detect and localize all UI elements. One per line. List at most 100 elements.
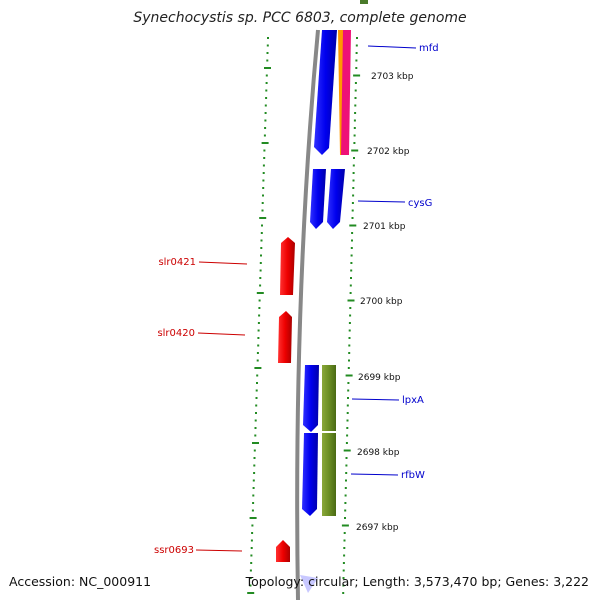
right-scale-tick [343, 547, 346, 549]
right-scale-tick [341, 524, 349, 527]
right-scale-tick [351, 202, 354, 204]
right-scale-tick [348, 352, 351, 354]
right-scale-tick [354, 97, 357, 99]
left-scale-tick [256, 352, 259, 354]
kbp-label-2697: 2697 kbp [356, 523, 399, 533]
left-scale-tick [264, 119, 267, 122]
right-scale-tick [343, 539, 346, 542]
right-scale-tick [355, 44, 358, 47]
right-scale-tick [349, 314, 352, 317]
gene-label-lpxa: lpxA [402, 395, 424, 406]
gene-rfbw [302, 433, 318, 516]
left-scale-tick [257, 344, 260, 347]
right-scale-tick [353, 142, 356, 144]
left-scale-tick [259, 277, 262, 279]
kbp-label-2703: 2703 kbp [371, 72, 414, 82]
right-scale-tick [349, 224, 357, 227]
left-scale-tick [249, 584, 252, 587]
left-scale-tick [265, 74, 268, 77]
leader-slr0421 [198, 261, 248, 265]
right-scale-tick [350, 277, 352, 279]
gene-ssr0693 [276, 540, 290, 562]
right-scale-tick [345, 479, 347, 482]
leader-lpxa [351, 398, 400, 401]
left-scale-tick [259, 262, 262, 264]
left-scale-tick [264, 67, 271, 69]
left-scale-tick [255, 404, 258, 407]
right-scale-tick [354, 112, 357, 114]
left-scale-tick [258, 299, 261, 302]
right-scale-tick [344, 517, 346, 519]
right-scale-tick [354, 104, 357, 107]
left-scale-tick [258, 307, 261, 309]
left-scale-tick [261, 202, 264, 204]
right-scale-tick [354, 82, 357, 84]
rna-gene-a [322, 365, 336, 431]
gene-slr0421 [280, 237, 295, 295]
right-scale-tick [343, 532, 346, 534]
kbp-label-2700: 2700 kbp [360, 297, 403, 307]
right-scale-tick [345, 442, 348, 444]
left-scale-tick [251, 524, 254, 527]
left-scale-tick [256, 359, 259, 362]
left-scale-tick [253, 449, 256, 452]
left-scale-tick [261, 224, 263, 227]
left-scale-tick [249, 569, 252, 572]
right-scale-tick [348, 344, 351, 347]
origin-marker [300, 575, 318, 593]
gene-label-rfbw: rfbW [401, 470, 425, 481]
left-scale-tick [262, 179, 265, 182]
right-scale-tick [348, 329, 351, 332]
right-scale-tick [348, 322, 351, 324]
left-scale-tick [250, 562, 253, 564]
leader-cysg [357, 200, 406, 203]
right-scale-tick [353, 134, 356, 137]
right-scale-tick [351, 217, 354, 219]
right-scale-tick [344, 487, 347, 489]
gene-slr0420 [278, 311, 292, 363]
left-scale-tick [249, 577, 252, 579]
right-scale-tick [348, 337, 351, 339]
right-scale-tick [352, 187, 355, 189]
left-scale-tick [252, 479, 255, 482]
left-scale-tick [252, 494, 255, 497]
gene-lpxa [303, 365, 319, 432]
left-scale-tick [254, 419, 257, 422]
left-scale-tick [266, 44, 269, 47]
right-scale-tick [342, 592, 345, 594]
left-scale-tick [258, 314, 261, 317]
left-scale-tick [262, 172, 265, 174]
topology-text: Topology: circular; Length: 3,573,470 bp… [245, 574, 589, 589]
left-scale-tick [263, 149, 266, 152]
left-scale-tick [250, 547, 253, 549]
right-scale-tick [353, 157, 355, 159]
gene-label-slr0421: slr0421 [158, 257, 196, 268]
gene-label-cysg: cysG [408, 198, 432, 209]
right-scale-tick [355, 67, 358, 69]
gene-label-ssr0693: ssr0693 [154, 545, 194, 556]
left-scale-tick [266, 59, 269, 62]
left-scale-tick [253, 457, 256, 459]
left-scale-tick [260, 239, 263, 242]
right-scale-tick [343, 554, 346, 557]
right-scale-tick [348, 359, 350, 362]
right-scale-tick [354, 89, 357, 92]
kbp-label-2699: 2699 kbp [358, 373, 401, 383]
left-scale-tick [251, 509, 254, 512]
map-title: Synechocystis sp. PCC 6803, complete gen… [133, 10, 466, 26]
right-scale-tick [342, 569, 345, 572]
gene-cysg-a [310, 169, 326, 229]
left-scale-tick [265, 97, 268, 99]
right-scale-tick [351, 239, 353, 242]
left-scale-tick [264, 104, 267, 107]
right-scale-tick [347, 397, 349, 399]
left-scale-tick [251, 532, 254, 534]
kbp-label-2698: 2698 kbp [357, 448, 400, 458]
left-scale-tick [259, 284, 262, 287]
right-scale-tick [349, 307, 352, 309]
right-scale-tick [342, 577, 345, 579]
left-scale-tick [259, 217, 267, 219]
left-scale-tick [252, 442, 259, 444]
